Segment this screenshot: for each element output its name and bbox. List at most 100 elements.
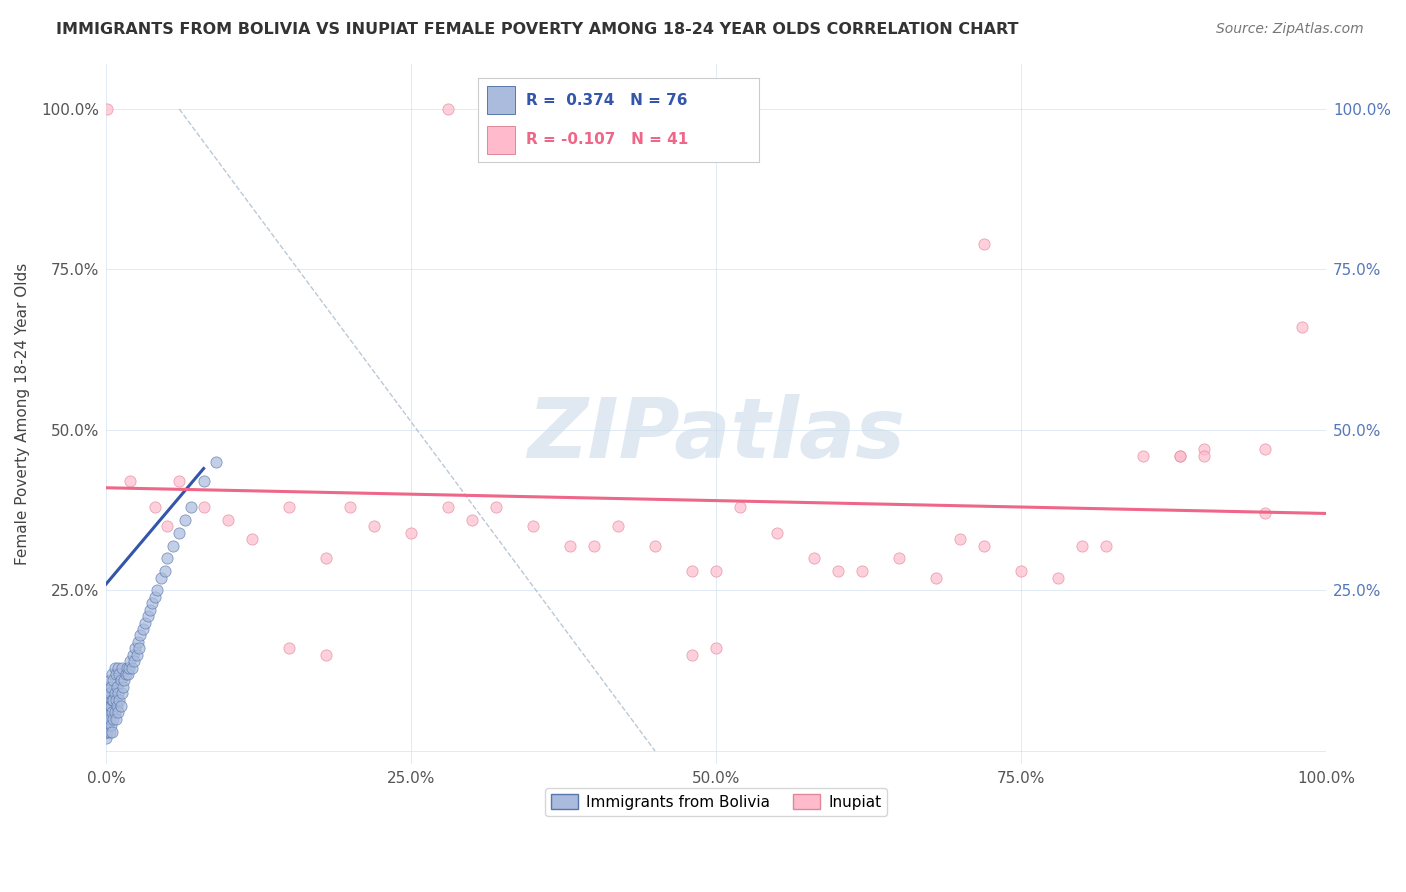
Point bbox=[98, 724, 121, 739]
Point bbox=[681, 564, 703, 578]
Point bbox=[1254, 507, 1277, 521]
Point bbox=[104, 706, 127, 720]
Point bbox=[103, 692, 125, 706]
Point bbox=[120, 654, 142, 668]
Legend: Immigrants from Bolivia, Inupiat: Immigrants from Bolivia, Inupiat bbox=[544, 788, 887, 815]
Point bbox=[97, 706, 120, 720]
Text: ZIPatlas: ZIPatlas bbox=[527, 394, 905, 475]
Point bbox=[105, 699, 128, 714]
Point bbox=[522, 519, 544, 533]
Point bbox=[94, 731, 117, 746]
Y-axis label: Female Poverty Among 18-24 Year Olds: Female Poverty Among 18-24 Year Olds bbox=[15, 263, 30, 565]
Point bbox=[399, 525, 422, 540]
Point bbox=[127, 635, 149, 649]
Point bbox=[94, 712, 117, 726]
Point bbox=[278, 641, 301, 656]
Point bbox=[153, 564, 176, 578]
Point bbox=[1046, 571, 1069, 585]
Point bbox=[973, 539, 995, 553]
Point bbox=[156, 519, 179, 533]
Point bbox=[100, 718, 122, 732]
Point bbox=[949, 532, 972, 546]
Point bbox=[607, 519, 630, 533]
Point bbox=[101, 692, 124, 706]
Point bbox=[100, 680, 122, 694]
Point bbox=[1254, 442, 1277, 457]
Point bbox=[121, 660, 143, 674]
Point bbox=[103, 712, 125, 726]
Point bbox=[114, 667, 136, 681]
Point bbox=[139, 603, 162, 617]
Point bbox=[101, 667, 124, 681]
Point bbox=[887, 551, 910, 566]
Point bbox=[363, 519, 385, 533]
Point bbox=[704, 641, 727, 656]
Point bbox=[278, 500, 301, 514]
Point bbox=[122, 648, 145, 662]
Point bbox=[1291, 320, 1313, 334]
Text: Source: ZipAtlas.com: Source: ZipAtlas.com bbox=[1216, 22, 1364, 37]
Point bbox=[104, 667, 127, 681]
Point bbox=[129, 628, 152, 642]
Point bbox=[1192, 442, 1215, 457]
Point bbox=[107, 686, 129, 700]
Point bbox=[1168, 449, 1191, 463]
Point bbox=[803, 551, 825, 566]
Point bbox=[1071, 539, 1094, 553]
Point bbox=[97, 692, 120, 706]
Point bbox=[107, 706, 129, 720]
Point bbox=[1010, 564, 1032, 578]
Point bbox=[120, 475, 142, 489]
Point bbox=[973, 236, 995, 251]
Point bbox=[156, 551, 179, 566]
Point bbox=[924, 571, 946, 585]
Point bbox=[97, 718, 120, 732]
Point bbox=[485, 500, 508, 514]
Point bbox=[110, 699, 132, 714]
Point bbox=[112, 680, 135, 694]
Point bbox=[98, 686, 121, 700]
Point bbox=[111, 660, 134, 674]
Point bbox=[136, 609, 159, 624]
Point bbox=[436, 102, 458, 116]
Point bbox=[118, 660, 141, 674]
Point bbox=[96, 699, 118, 714]
Point bbox=[681, 648, 703, 662]
Point bbox=[339, 500, 361, 514]
Point bbox=[104, 712, 127, 726]
Point bbox=[162, 539, 184, 553]
Point bbox=[122, 654, 145, 668]
Point bbox=[193, 500, 215, 514]
Text: IMMIGRANTS FROM BOLIVIA VS INUPIAT FEMALE POVERTY AMONG 18-24 YEAR OLDS CORRELAT: IMMIGRANTS FROM BOLIVIA VS INUPIAT FEMAL… bbox=[56, 22, 1019, 37]
Point bbox=[98, 673, 121, 688]
Point bbox=[96, 712, 118, 726]
Point bbox=[851, 564, 873, 578]
Point bbox=[104, 686, 127, 700]
Point bbox=[98, 712, 121, 726]
Point bbox=[766, 525, 789, 540]
Point bbox=[94, 718, 117, 732]
Point bbox=[108, 667, 131, 681]
Point bbox=[134, 615, 156, 630]
Point bbox=[143, 500, 166, 514]
Point bbox=[111, 686, 134, 700]
Point bbox=[94, 724, 117, 739]
Point bbox=[125, 648, 148, 662]
Point bbox=[461, 513, 484, 527]
Point bbox=[583, 539, 606, 553]
Point bbox=[827, 564, 849, 578]
Point bbox=[167, 525, 190, 540]
Point bbox=[100, 699, 122, 714]
Point bbox=[96, 724, 118, 739]
Point bbox=[730, 500, 752, 514]
Point bbox=[146, 583, 169, 598]
Point bbox=[143, 590, 166, 604]
Point bbox=[174, 513, 197, 527]
Point bbox=[107, 660, 129, 674]
Point bbox=[110, 673, 132, 688]
Point bbox=[103, 673, 125, 688]
Point bbox=[98, 699, 121, 714]
Point bbox=[117, 667, 139, 681]
Point bbox=[167, 475, 190, 489]
Point bbox=[558, 539, 581, 553]
